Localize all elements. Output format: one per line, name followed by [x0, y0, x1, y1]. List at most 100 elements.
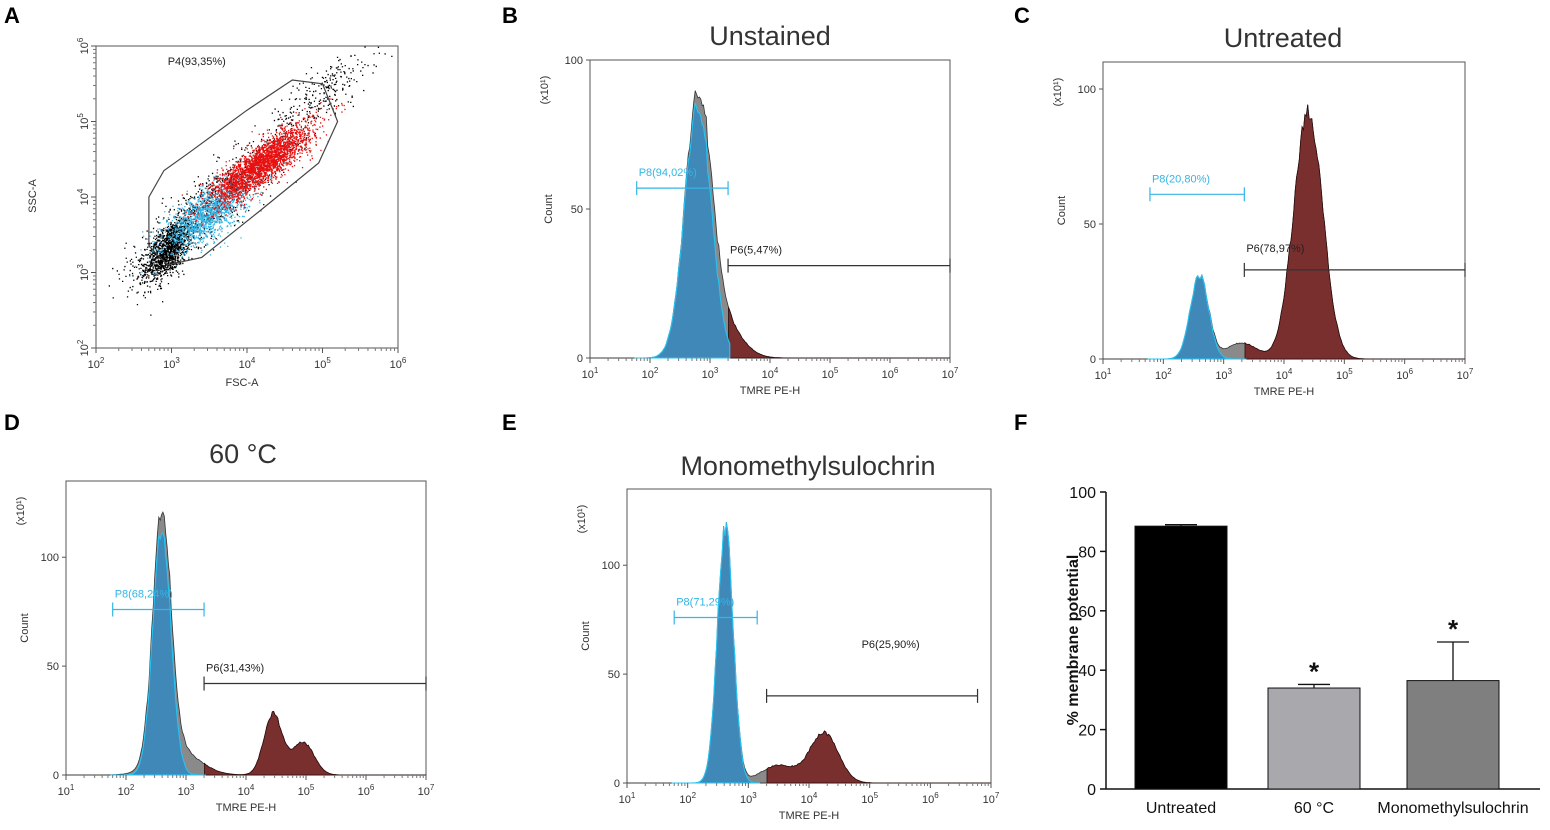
x-tick-label: 102: [679, 791, 696, 806]
histogram-p6: [204, 711, 426, 776]
y-tick-label: 100: [602, 560, 620, 572]
y-axis-label: Count: [1056, 196, 1068, 225]
histogram-p8: [1147, 274, 1247, 360]
y-axis-label: % membrane potential: [1065, 555, 1082, 726]
panel-d: 60 °C 0 50 100 (x10¹) Count 101 102 103 104 105 106…: [15, 439, 435, 814]
y-tick-label: 50: [571, 204, 583, 216]
y-tick-label: 50: [608, 669, 620, 681]
chart-title: Monomethylsulochrin: [680, 451, 935, 481]
gate-p6-label: P6(31,43%): [206, 663, 264, 675]
x-tick-label: 101: [58, 783, 75, 798]
x-tick-label: 104: [238, 783, 255, 798]
panel-b: Unstained 0 50 100 (x10¹) Count 101 102 103 104 10…: [539, 21, 959, 397]
x-tick-label: 107: [983, 791, 1000, 806]
chart-title: Unstained: [709, 21, 831, 51]
x-axis-label: TMRE PE-H: [216, 802, 277, 814]
x-tick-label: 106: [1396, 367, 1413, 382]
x-tick-label: 101: [582, 366, 599, 381]
x-tick-label: 103: [702, 366, 719, 381]
x-tick-label: 107: [1457, 367, 1474, 382]
x-tick-label: 106: [922, 791, 939, 806]
x-tick-label: 104: [801, 791, 818, 806]
gate-p8-label: P8(71,29%): [676, 596, 734, 608]
x-tick-label: 104: [762, 366, 779, 381]
panel-letter-a: A: [4, 3, 20, 28]
scatter-ungated-lowcluster: [122, 193, 204, 316]
category-label: Untreated: [1146, 800, 1216, 817]
scatter-points: [108, 46, 393, 316]
y-tick-label: 40: [1078, 663, 1096, 680]
x-tick-label: 104: [1276, 367, 1293, 382]
histogram-total: [590, 90, 950, 359]
x-tick-label: 105: [822, 366, 839, 381]
scatter-p6: [181, 98, 346, 229]
gate-p4-label: P4(93,35%): [168, 56, 226, 68]
y-tick-label: 0: [1087, 782, 1096, 799]
x-tick-label: 102: [88, 356, 105, 371]
panel-letter-f: F: [1014, 410, 1027, 435]
y-tick-label: 100: [41, 552, 59, 564]
histogram-p8: [671, 522, 760, 784]
x-axis-label: TMRE PE-H: [779, 810, 840, 822]
category-label: Monomethylsulochrin: [1377, 800, 1528, 817]
gate-p8-label: P8(68,24%): [115, 588, 173, 600]
x-tick-label: 107: [418, 783, 435, 798]
x-tick-label: 105: [1336, 367, 1353, 382]
x-axis-label: FSC-A: [226, 377, 260, 389]
chart-title: 60 °C: [209, 439, 277, 469]
histogram-p8: [110, 531, 206, 776]
panel-c: Untreated 0 50 100 (x10¹) Count 101 102 103 104 10…: [1052, 23, 1474, 398]
scatter-p8: [129, 161, 272, 277]
x-tick-label: 107: [942, 366, 959, 381]
y-multiplier: (x10¹): [539, 76, 551, 105]
x-tick-label: 101: [619, 791, 636, 806]
y-tick-label: 100: [565, 55, 583, 67]
y-tick-label: 0: [614, 778, 620, 790]
x-axis-label: TMRE PE-H: [740, 385, 801, 397]
panel-letter-b: B: [502, 3, 518, 28]
y-multiplier: (x10¹): [1052, 78, 1064, 107]
gate-p8-label: P8(20,80%): [1152, 173, 1210, 185]
chart-title: Untreated: [1224, 23, 1343, 53]
panel-e: Monomethylsulochrin 0 50 100 (x10¹) Count 101 1…: [576, 451, 1000, 822]
x-tick-label: 102: [1155, 367, 1172, 382]
y-axis-label: SSC-A: [27, 179, 39, 213]
y-tick-label: 103: [76, 264, 91, 281]
y-tick-label: 0: [577, 353, 583, 365]
panel-letter-d: D: [4, 410, 20, 435]
histogram-total: [66, 511, 426, 776]
x-tick-label: 106: [882, 366, 899, 381]
category-label: 60 °C: [1294, 800, 1334, 817]
y-multiplier: (x10¹): [15, 497, 27, 526]
x-tick-label: 102: [642, 366, 659, 381]
bar-2: [1406, 680, 1500, 790]
x-tick-label: 106: [390, 356, 407, 371]
x-tick-label: 105: [861, 791, 878, 806]
histogram-p6: [728, 307, 950, 359]
gate-p6-label: P6(25,90%): [862, 639, 920, 651]
plot-frame: [65, 480, 427, 776]
histogram-total: [627, 521, 991, 784]
x-axis-label: TMRE PE-H: [1254, 386, 1315, 398]
x-tick-label: 103: [1215, 367, 1232, 382]
y-axis-label: Count: [580, 621, 592, 650]
gate-p4-polygon: [148, 79, 339, 266]
y-tick-label: 60: [1078, 604, 1096, 621]
panel-letter-c: C: [1014, 3, 1030, 28]
significance-marker: *: [1448, 614, 1459, 644]
y-tick-label: 104: [76, 188, 91, 205]
x-tick-label: 103: [178, 783, 195, 798]
panel-letter-e: E: [502, 410, 517, 435]
plot-frame: [626, 488, 992, 784]
y-axis-label: Count: [543, 194, 555, 223]
y-tick-label: 100: [1078, 84, 1096, 96]
gate-p6-label: P6(78,97%): [1246, 243, 1304, 255]
y-tick-label: 0: [1090, 354, 1096, 366]
histogram-p8: [634, 102, 731, 359]
panel-f: 0 20 40 60 80 100 % membrane potential Untreate…: [1065, 485, 1540, 817]
histogram-p6: [766, 730, 991, 784]
y-multiplier: (x10¹): [576, 505, 588, 534]
bar-0: [1134, 525, 1228, 790]
y-tick-label: 50: [47, 661, 59, 673]
